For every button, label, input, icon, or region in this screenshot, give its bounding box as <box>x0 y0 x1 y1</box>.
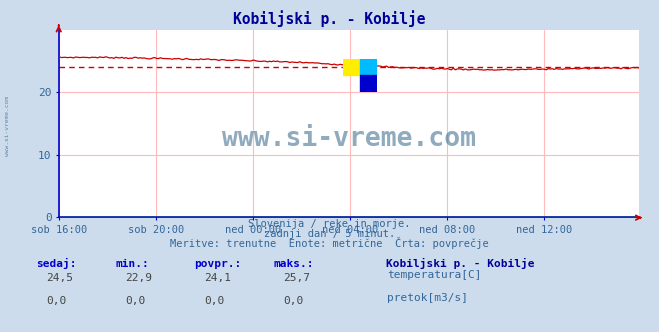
Text: Slovenija / reke in morje.: Slovenija / reke in morje. <box>248 219 411 229</box>
Text: zadnji dan / 5 minut.: zadnji dan / 5 minut. <box>264 229 395 239</box>
Text: 0,0: 0,0 <box>204 296 225 306</box>
Text: 0,0: 0,0 <box>125 296 146 306</box>
Text: Kobiljski p. - Kobilje: Kobiljski p. - Kobilje <box>233 11 426 28</box>
Bar <box>360 58 377 75</box>
Text: www.si-vreme.com: www.si-vreme.com <box>222 126 476 152</box>
Text: 22,9: 22,9 <box>125 273 152 283</box>
Text: sedaj:: sedaj: <box>36 258 76 269</box>
Text: www.si-vreme.com: www.si-vreme.com <box>5 96 11 156</box>
Text: Meritve: trenutne  Enote: metrične  Črta: povprečje: Meritve: trenutne Enote: metrične Črta: … <box>170 237 489 249</box>
Text: maks.:: maks.: <box>273 259 314 269</box>
Bar <box>343 58 360 75</box>
Text: min.:: min.: <box>115 259 149 269</box>
Text: 25,7: 25,7 <box>283 273 310 283</box>
Text: 0,0: 0,0 <box>46 296 67 306</box>
Text: 24,1: 24,1 <box>204 273 231 283</box>
Bar <box>360 75 377 92</box>
Text: Kobiljski p. - Kobilje: Kobiljski p. - Kobilje <box>386 258 534 269</box>
Text: povpr.:: povpr.: <box>194 259 242 269</box>
Text: pretok[m3/s]: pretok[m3/s] <box>387 293 468 303</box>
Text: temperatura[C]: temperatura[C] <box>387 270 481 280</box>
Text: 0,0: 0,0 <box>283 296 304 306</box>
Text: 24,5: 24,5 <box>46 273 73 283</box>
